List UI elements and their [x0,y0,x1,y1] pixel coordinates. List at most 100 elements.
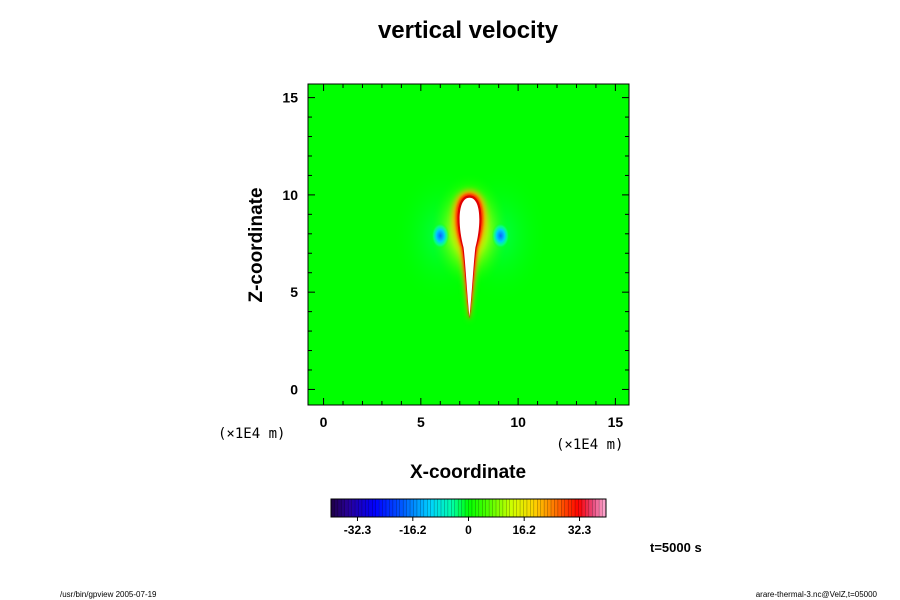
chart-title: vertical velocity [378,17,559,44]
x-axis-unit-left: (×1E4 m) [218,426,285,442]
colorbar-swatch [478,499,483,517]
colorbar-swatch [537,499,541,517]
colorbar-swatch [465,499,469,517]
colorbar-swatch [588,499,593,517]
colorbar-swatch [595,499,600,517]
colorbar-tick-label: 0 [465,523,472,537]
colorbar-swatch [602,499,607,517]
colorbar-swatch [348,499,352,517]
colorbar-tick-label: 16.2 [513,523,537,537]
colorbar-swatch [599,499,603,517]
footer-left: /usr/bin/gpview 2005-07-19 [60,590,157,599]
colorbar-swatch [355,499,359,517]
x-axis-title: X-coordinate [410,462,526,483]
colorbar-swatch [485,499,490,517]
colorbar-swatch [444,499,449,517]
colorbar-swatch [358,499,363,517]
colorbar-swatch [468,499,473,517]
axis-ticks: 0 5 10 15 0 5 10 15 [282,84,629,430]
colorbar-swatch [506,499,511,517]
colorbar-swatch [413,499,418,517]
y-tick-label: 5 [290,284,298,300]
x-tick-label: 10 [510,414,526,430]
colorbar-swatch [416,499,421,517]
colorbar-swatch [571,499,576,517]
colorbar-swatch [551,499,555,517]
colorbar-swatch [482,499,486,517]
colorbar-swatch [578,499,583,517]
y-tick-label: 15 [282,90,298,106]
x-tick-label: 0 [320,414,328,430]
colorbar-tick-label: 32.3 [568,523,592,537]
time-annotation: t=5000 s [650,540,702,555]
x-axis-unit-right: (×1E4 m) [556,437,623,453]
colorbar-swatch [471,499,476,517]
colorbar-swatch [437,499,442,517]
colorbar-swatch [396,499,401,517]
colorbar-swatch [344,499,349,517]
colorbar-swatch [399,499,404,517]
colorbar-swatch [386,499,390,517]
colorbar-swatch [492,499,497,517]
colorbar-swatch [351,499,356,517]
colorbar-swatch [513,499,517,517]
colorbar-swatch [427,499,431,517]
colorbar-swatch [540,499,545,517]
plot-frame [307,83,630,406]
colorbar-swatch [533,499,538,517]
colorbar-swatch [334,499,339,517]
colorbar [330,498,607,518]
colorbar-swatch [592,499,596,517]
colorbar-ticks: -32.3 -16.2 0 16.2 32.3 [344,517,592,537]
colorbar-tick-label: -16.2 [399,523,427,537]
colorbar-swatch [496,499,500,517]
y-tick-label: 0 [290,381,298,397]
colorbar-swatch [379,499,383,517]
y-tick-label: 10 [282,187,298,203]
colorbar-swatch [564,499,569,517]
colorbar-swatch [375,499,380,517]
colorbar-swatch [585,499,590,517]
colorbar-swatch [368,499,373,517]
colorbar-swatch [568,499,572,517]
colorbar-swatch [372,499,376,517]
heatmap-plot-area [307,83,630,406]
colorbar-swatch [454,499,459,517]
colorbar-swatch [441,499,445,517]
x-tick-label: 5 [417,414,425,430]
colorbar-swatch [520,499,524,517]
colorbar-swatch [458,499,462,517]
colorbar-swatch [557,499,562,517]
colorbar-swatch [561,499,566,517]
colorbar-swatch [530,499,535,517]
colorbar-swatch [554,499,559,517]
colorbar-swatch [475,499,480,517]
downdraft-core-2 [491,222,510,249]
colorbar-swatch [581,499,586,517]
plume-core-white [459,197,480,317]
downdraft-core-1 [431,222,450,249]
colorbar-swatch [509,499,514,517]
colorbar-swatch [434,499,438,517]
colorbar-swatch [331,499,335,517]
y-axis-title: Z-coordinate [246,187,267,302]
colorbar-swatch [403,499,407,517]
colorbar-swatch [389,499,394,517]
colorbar-swatch [489,499,493,517]
colorbar-swatch [523,499,528,517]
colorbar-swatch [502,499,507,517]
colorbar-swatch [430,499,435,517]
colorbar-swatch [423,499,428,517]
colorbar-swatch [516,499,521,517]
colorbar-swatch [526,499,531,517]
colorbar-swatch [410,499,414,517]
colorbar-swatch [420,499,425,517]
colorbar-swatch [447,499,452,517]
colorbar-swatch [382,499,387,517]
colorbar-swatch [544,499,548,517]
colorbar-tick-label: -32.3 [344,523,372,537]
colorbar-swatch [451,499,456,517]
colorbar-swatch [365,499,370,517]
colorbar-swatch [392,499,397,517]
